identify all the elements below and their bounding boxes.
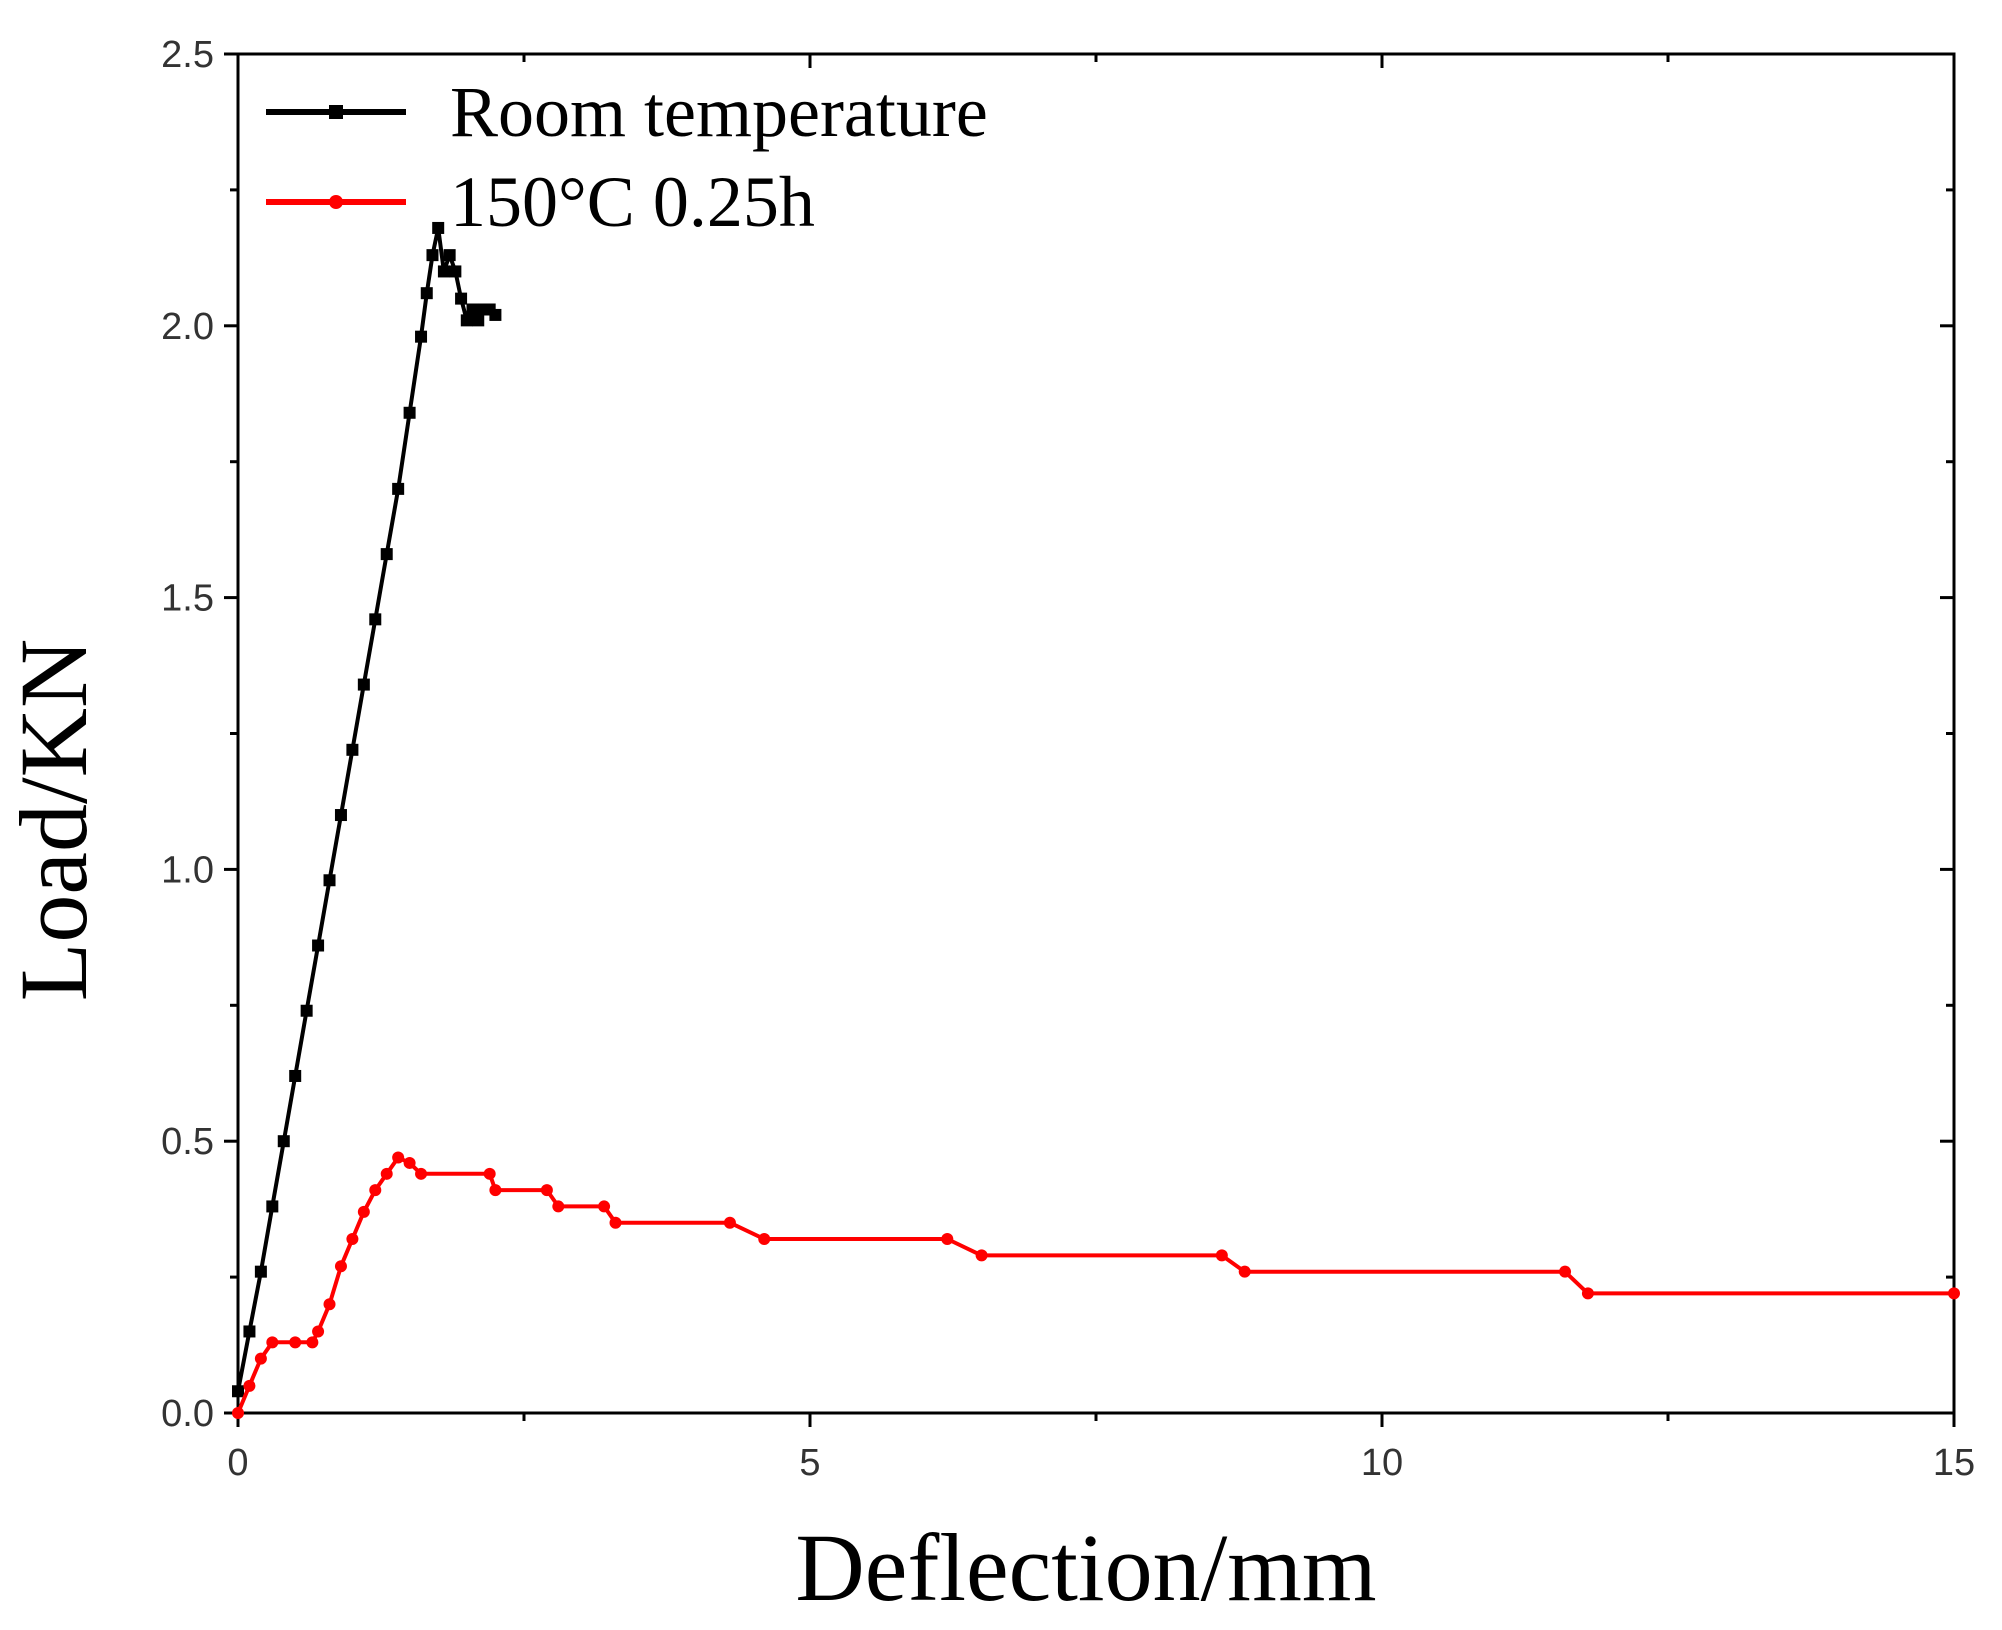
data-point bbox=[357, 678, 370, 691]
data-point bbox=[449, 265, 462, 278]
data-point bbox=[483, 1167, 496, 1180]
data-point bbox=[357, 1205, 370, 1218]
data-point bbox=[975, 1249, 988, 1262]
data-point bbox=[489, 308, 502, 321]
y-tick-label: 2.5 bbox=[161, 34, 214, 76]
plot-frame bbox=[236, 52, 1956, 1415]
data-point bbox=[1215, 1249, 1228, 1262]
data-point bbox=[403, 406, 416, 419]
data-point bbox=[540, 1184, 553, 1197]
data-point bbox=[460, 314, 473, 327]
x-tick-label: 5 bbox=[799, 1442, 820, 1484]
data-point bbox=[300, 1004, 313, 1017]
data-point bbox=[306, 1336, 319, 1349]
legend-label: Room temperature bbox=[450, 72, 988, 152]
data-point bbox=[552, 1200, 565, 1213]
data-point bbox=[254, 1352, 267, 1365]
data-point bbox=[266, 1336, 279, 1349]
data-point bbox=[334, 1260, 347, 1273]
data-point bbox=[232, 1385, 244, 1398]
y-axis-title: Load/KN bbox=[0, 639, 107, 1002]
data-point bbox=[723, 1216, 736, 1229]
data-point bbox=[443, 249, 456, 262]
data-point bbox=[455, 292, 468, 305]
data-point bbox=[323, 1298, 336, 1311]
data-point bbox=[472, 314, 485, 327]
legend-label: 150°C 0.25h bbox=[450, 162, 815, 242]
plot-area: 0 5 10 15 0.0 0.5 1.0 1.5 2.0 2.5 bbox=[161, 34, 1975, 1484]
data-point bbox=[346, 1233, 359, 1246]
data-point bbox=[334, 809, 347, 822]
data-point bbox=[232, 1407, 244, 1419]
data-point bbox=[243, 1325, 256, 1338]
data-point bbox=[380, 1167, 393, 1180]
y-tick-label: 2.0 bbox=[161, 306, 214, 348]
x-tick-label: 15 bbox=[1933, 1442, 1975, 1484]
data-point bbox=[392, 1151, 405, 1164]
data-point bbox=[420, 287, 433, 300]
series-layer bbox=[232, 221, 1960, 1419]
data-point bbox=[266, 1200, 279, 1213]
data-point bbox=[254, 1265, 267, 1278]
legend-swatch-marker bbox=[329, 105, 343, 119]
data-point bbox=[346, 743, 359, 756]
data-point bbox=[289, 1069, 302, 1082]
data-point bbox=[243, 1379, 256, 1392]
data-point bbox=[312, 1325, 325, 1338]
legend: Room temperature 150°C 0.25h bbox=[266, 72, 988, 242]
data-point bbox=[312, 939, 325, 952]
data-point bbox=[289, 1336, 302, 1349]
series-2 bbox=[232, 1151, 1960, 1419]
data-point bbox=[392, 482, 405, 495]
data-point bbox=[1238, 1265, 1251, 1278]
data-point bbox=[609, 1216, 622, 1229]
data-point bbox=[1581, 1287, 1594, 1300]
data-point bbox=[432, 221, 445, 234]
data-point bbox=[277, 1135, 290, 1148]
data-point bbox=[415, 1167, 428, 1180]
series-1 bbox=[232, 221, 502, 1398]
data-point bbox=[380, 548, 393, 561]
y-tick-label: 1.0 bbox=[161, 849, 214, 891]
data-point bbox=[489, 1184, 502, 1197]
data-point bbox=[466, 303, 479, 316]
data-point bbox=[323, 874, 336, 887]
x-tick-label: 10 bbox=[1361, 1442, 1403, 1484]
data-point bbox=[598, 1200, 611, 1213]
data-point bbox=[437, 265, 450, 278]
y-tick-label: 0.5 bbox=[161, 1121, 214, 1163]
data-point bbox=[415, 330, 428, 343]
data-point bbox=[369, 1184, 382, 1197]
data-point bbox=[403, 1156, 416, 1169]
y-tick-label: 1.5 bbox=[161, 578, 214, 620]
legend-swatch-marker bbox=[329, 195, 343, 209]
x-axis-title: Deflection/mm bbox=[795, 1514, 1376, 1621]
data-point bbox=[369, 613, 382, 626]
data-point bbox=[1948, 1287, 1960, 1300]
y-tick-label: 0.0 bbox=[161, 1393, 214, 1435]
data-point bbox=[426, 249, 439, 262]
x-tick-label: 0 bbox=[227, 1442, 248, 1484]
data-point bbox=[1559, 1265, 1572, 1278]
data-point bbox=[941, 1233, 954, 1246]
data-point bbox=[758, 1233, 771, 1246]
